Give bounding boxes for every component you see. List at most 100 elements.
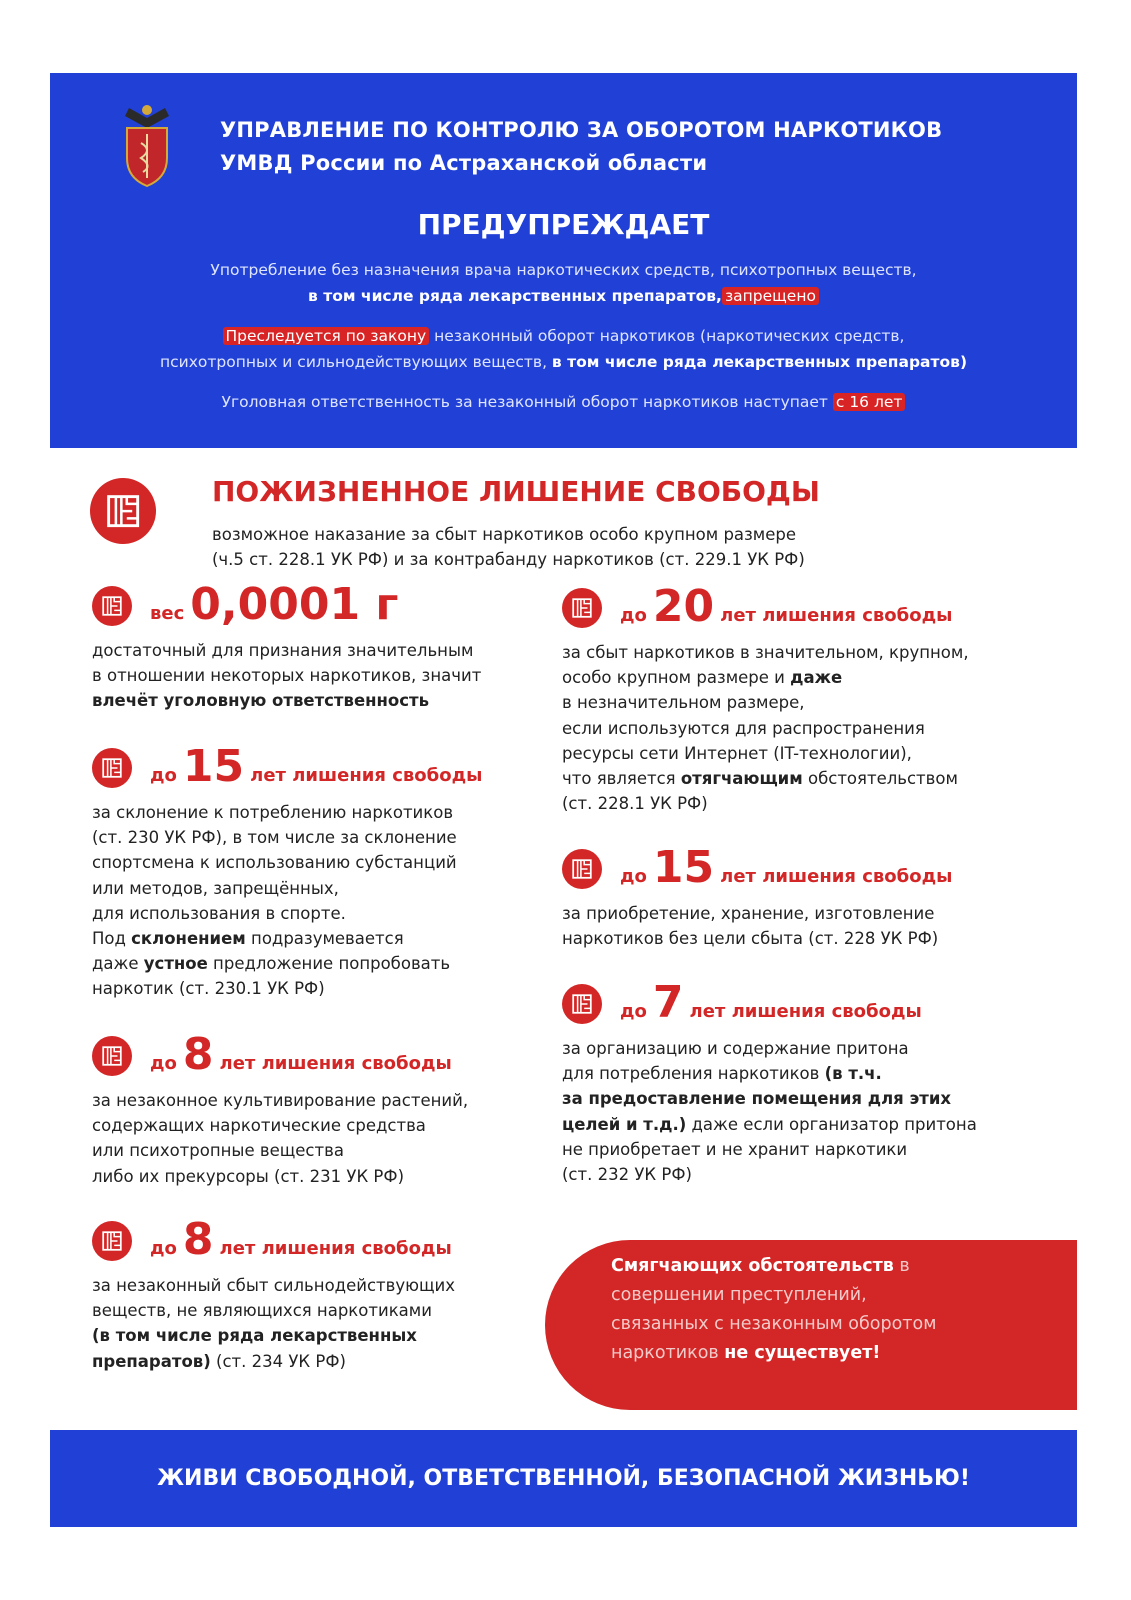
text-line: (ст. 232 УК РФ) (562, 1162, 1032, 1187)
text: за приобретение, хранение, изготовление (562, 904, 935, 923)
penalty-block-15-inducement: до 15 лет лишения свободы за склонение к по… (92, 741, 562, 1002)
penalty-block-8-cultivation: до 8 лет лишения свободы за незаконное куль… (92, 1029, 562, 1189)
penalty-block-8-potent: до 8 лет лишения свободы за незаконный сбыт… (92, 1214, 562, 1374)
text-line: за сбыт наркотиков в значительном, крупн… (562, 640, 1032, 665)
penalty-prefix: до (620, 605, 647, 626)
text: даже (92, 954, 144, 974)
penalty-prefix: до (150, 1053, 177, 1074)
agency-subtitle: УМВД России по Астраханской области (220, 151, 708, 175)
text: в незначительном размере, (562, 693, 805, 713)
text: спортсмена к использованию субстанций (92, 853, 457, 873)
penalty-prefix: вес (150, 603, 185, 624)
text-line: за приобретение, хранение, изготовление (562, 901, 1032, 926)
text: обстоятельством (802, 769, 958, 789)
text-line: достаточный для признания значительным (92, 638, 562, 663)
penalty-suffix: лет лишения свободы (219, 1238, 452, 1259)
text-line: наркотиков без цели сбыта (ст. 228 УК РФ… (562, 926, 1032, 951)
text: (ч.5 ст. 228.1 УК РФ) и за контрабанду н… (212, 550, 805, 569)
penalty-suffix: лет лишения свободы (720, 605, 953, 626)
text: или методов, запрещённых, (92, 878, 339, 898)
text-line: за склонение к потреблению наркотиков (92, 800, 562, 825)
life-sentence-text: возможное наказание за сбыт наркотиков о… (212, 522, 805, 572)
penalty-number: 15 (182, 741, 245, 792)
penalty-suffix: лет лишения свободы (250, 765, 483, 786)
penalty-number: 15 (652, 842, 715, 893)
text: за незаконное культивирование растений, (92, 1091, 469, 1110)
text: незаконный оборот наркотиков (наркотичес… (429, 327, 905, 345)
text-line: в отношении некоторых наркотиков, значит (92, 663, 562, 688)
text-bold: в том числе ряда лекарственных препарато… (308, 287, 722, 305)
text-bold: в том числе ряда лекарственных препарато… (551, 353, 968, 371)
text-bold: даже (790, 668, 843, 688)
text: в отношении некоторых наркотиков, значит (92, 666, 482, 686)
penalty-prefix: до (150, 1238, 177, 1259)
text-bold: за предоставление помещения для этих (562, 1089, 952, 1109)
text: психотропных и сильнодействующих веществ… (159, 353, 552, 371)
mvd-emblem-icon (125, 105, 169, 188)
text-line: для потребления наркотиков (в т.ч. (562, 1061, 1032, 1086)
text-bold: склонением (131, 929, 246, 949)
text: или психотропные вещества (92, 1141, 344, 1161)
text: подразумевается (245, 929, 404, 949)
text: за незаконный сбыт сильнодействующих (92, 1276, 456, 1295)
text-bold: отягчающим (680, 769, 803, 789)
warning-heading: ПРЕДУПРЕЖДАЕТ (417, 208, 710, 241)
text-line: наркотик (ст. 230.1 УК РФ) (92, 976, 562, 1001)
text: (ст. 228.1 УК РФ) (562, 794, 708, 814)
text: что является (562, 769, 681, 789)
text: возможное наказание за сбыт наркотиков о… (212, 525, 797, 544)
text: ресурсы сети Интернет (IT-технологии), (562, 743, 912, 763)
text-line: либо их прекурсоры (ст. 231 УК РФ) (92, 1164, 562, 1189)
text-line: ресурсы сети Интернет (IT-технологии), (562, 741, 1032, 766)
text-bold: (в т.ч. (824, 1064, 882, 1084)
penalty-block-15-possession: до 15 лет лишения свободы за приобретение, … (562, 842, 1032, 951)
prison-bars-icon (562, 849, 602, 889)
penalty-heading: до 8 лет лишения свободы (92, 1029, 562, 1080)
text: за сбыт наркотиков в значительном, крупн… (562, 643, 969, 662)
penalty-number: 8 (182, 1029, 214, 1080)
text-line: веществ, не являющихся наркотиками (92, 1298, 562, 1323)
text: за склонение к потреблению наркотиков (92, 803, 454, 822)
prison-bars-icon (90, 478, 156, 544)
text: Употребление без назначения врача наркот… (210, 261, 917, 279)
penalty-number: 7 (652, 977, 684, 1028)
text: особо крупном размере и (562, 668, 791, 688)
penalty-number: 20 (652, 581, 715, 632)
text-line: в незначительном размере, (562, 690, 1032, 715)
text-bold: устное (143, 954, 208, 974)
text-bold: целей и т.д.) (562, 1114, 687, 1134)
penalty-prefix: до (150, 765, 177, 786)
penalty-block-weight: вес 0,0001 г достаточный для признания зна… (92, 579, 562, 714)
text-line: за незаконный сбыт сильнодействующих (92, 1273, 562, 1298)
penalty-prefix: до (620, 866, 647, 887)
text: для потребления наркотиков (562, 1064, 825, 1084)
text: совершении преступлений, (611, 1285, 867, 1305)
paragraph-prosecution: Преследуется по закону незаконный оборот… (50, 323, 1077, 375)
text: Уголовная ответственность за незаконный … (221, 393, 833, 411)
prison-bars-icon (92, 1036, 132, 1076)
text: если используются для распространения (562, 718, 925, 738)
text-line: если используются для распространения (562, 716, 1032, 741)
prison-bars-icon (92, 586, 132, 626)
slogan: ЖИВИ СВОБОДНОЙ, ОТВЕТСТВЕННОЙ, БЕЗОПАСНО… (157, 1466, 970, 1491)
text-bold: (в том числе ряда лекарственных (92, 1326, 417, 1346)
penalty-heading: до 15 лет лишения свободы (92, 741, 562, 792)
penalty-suffix: лет лишения свободы (720, 866, 953, 887)
text-line: препаратов) (ст. 234 УК РФ) (92, 1349, 562, 1374)
highlight-forbidden: запрещено (721, 287, 819, 305)
footer-banner: ЖИВИ СВОБОДНОЙ, ОТВЕТСТВЕННОЙ, БЕЗОПАСНО… (50, 1430, 1077, 1527)
text: наркотик (ст. 230.1 УК РФ) (92, 979, 325, 999)
paragraph-age: Уголовная ответственность за незаконный … (50, 389, 1077, 415)
text-line: целей и т.д.) даже если организатор прит… (562, 1112, 1032, 1137)
text: содержащих наркотические средства (92, 1116, 426, 1136)
penalty-number: 8 (182, 1214, 214, 1265)
text: либо их прекурсоры (ст. 231 УК РФ) (92, 1166, 405, 1186)
text-line: особо крупном размере и даже (562, 665, 1032, 690)
life-sentence-title: ПОЖИЗНЕННОЕ ЛИШЕНИЕ СВОБОДЫ (212, 475, 820, 508)
text-line: (ст. 230 УК РФ), в том числе за склонени… (92, 825, 562, 850)
prison-bars-icon (92, 748, 132, 788)
text-line: (в том числе ряда лекарственных (92, 1323, 562, 1348)
penalty-block-20-sale: до 20 лет лишения свободы за сбыт наркотико… (562, 581, 1032, 816)
text-line: спортсмена к использованию субстанций (92, 850, 562, 875)
